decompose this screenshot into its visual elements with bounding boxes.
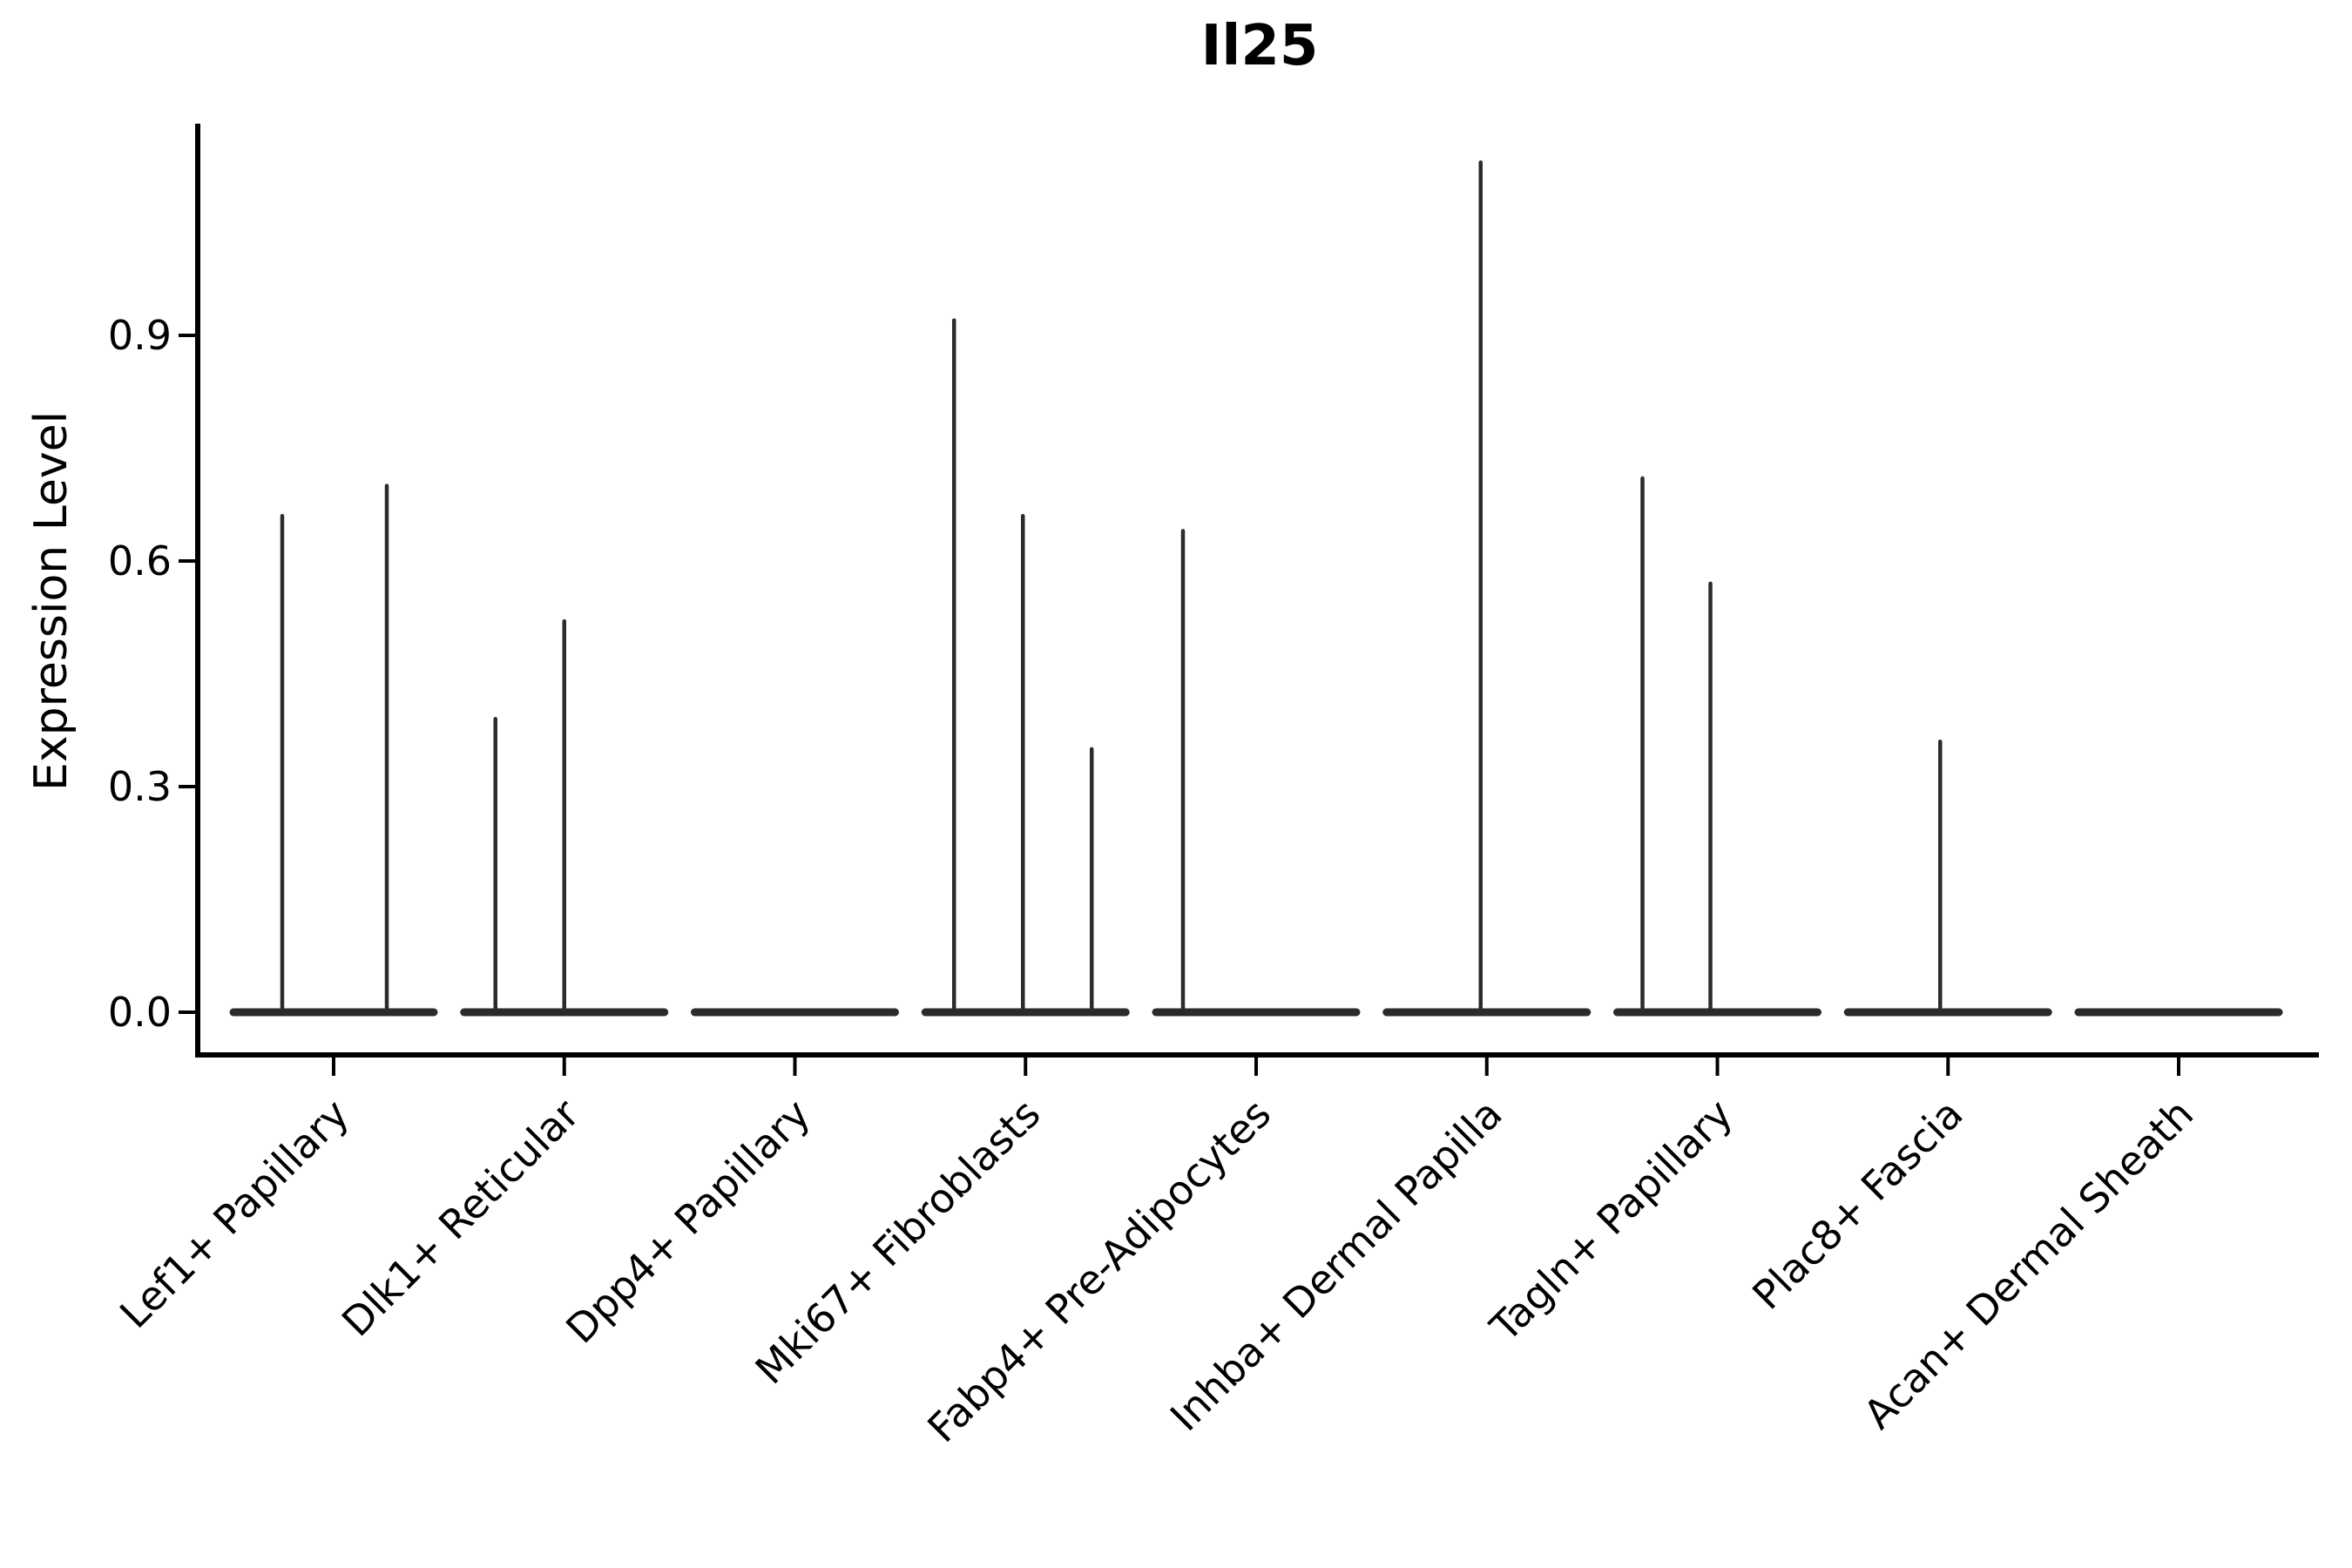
y-axis-title: Expression Level [25, 410, 78, 792]
y-tick-label: 0.3 [107, 763, 172, 810]
y-tick-label: 0.9 [107, 312, 172, 359]
chart-title: Il25 [1200, 14, 1319, 78]
y-tick-label: 0.6 [107, 537, 172, 585]
y-tick-label: 0.0 [107, 989, 172, 1036]
